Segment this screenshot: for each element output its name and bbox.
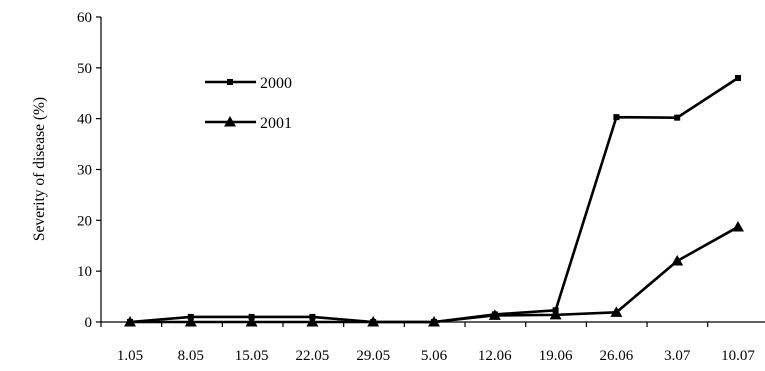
x-tick-label: 15.05 [235, 348, 269, 364]
data-point-2001 [245, 316, 258, 327]
x-tick-label: 22.05 [296, 348, 330, 364]
x-tick-label: 5.06 [421, 348, 448, 364]
data-point-2001 [367, 316, 380, 327]
data-point-2001 [488, 309, 501, 320]
x-tick-label: 26.06 [600, 348, 634, 364]
x-tick-label: 3.07 [664, 348, 691, 364]
data-point-2000 [674, 114, 681, 121]
legend-label: 2000 [260, 75, 292, 92]
data-point-2001 [610, 306, 623, 317]
data-point-2001 [732, 220, 744, 232]
y-tick-label: 60 [77, 10, 92, 26]
y-tick-label: 20 [77, 213, 92, 229]
y-tick-label: 50 [77, 61, 92, 77]
series-layer [124, 75, 744, 327]
legend-entry-2000: 2000 [205, 75, 292, 92]
x-tick-label: 29.05 [356, 348, 390, 364]
y-tick-label: 30 [77, 163, 92, 179]
y-axis: 0 10 20 30 40 50 60 [77, 10, 102, 331]
data-point-2001 [184, 316, 197, 327]
y-axis-title: Severity of disease (%) [31, 97, 48, 241]
data-point-2000 [735, 75, 741, 81]
series-2001 [124, 220, 744, 327]
series-2000 [127, 75, 741, 325]
data-point-2001 [306, 316, 319, 327]
x-tick-label: 1.05 [117, 348, 143, 364]
data-point-2001 [124, 316, 136, 327]
data-point-2000 [613, 114, 620, 121]
x-tick-label: 12.06 [478, 348, 512, 364]
data-point-2001 [428, 316, 440, 327]
x-tick-label: 8.05 [178, 348, 204, 364]
legend: 2000 2001 [205, 75, 292, 132]
series-line-2001 [130, 225, 739, 324]
data-point-2001 [671, 255, 684, 266]
x-axis: 1.05 8.05 15.05 22.05 29.05 5.06 12.06 19.06 26.… [100, 321, 765, 364]
y-tick-label: 10 [77, 264, 92, 280]
y-tick-label: 40 [77, 112, 92, 128]
y-tick-label: 0 [85, 315, 93, 331]
x-tick-label: 10.07 [721, 348, 755, 364]
legend-marker [224, 116, 236, 127]
x-tick-label: 19.06 [539, 348, 573, 364]
legend-label: 2001 [260, 115, 292, 132]
legend-marker [227, 79, 233, 85]
legend-entry-2001: 2001 [205, 115, 292, 132]
data-point-2001 [549, 308, 562, 320]
